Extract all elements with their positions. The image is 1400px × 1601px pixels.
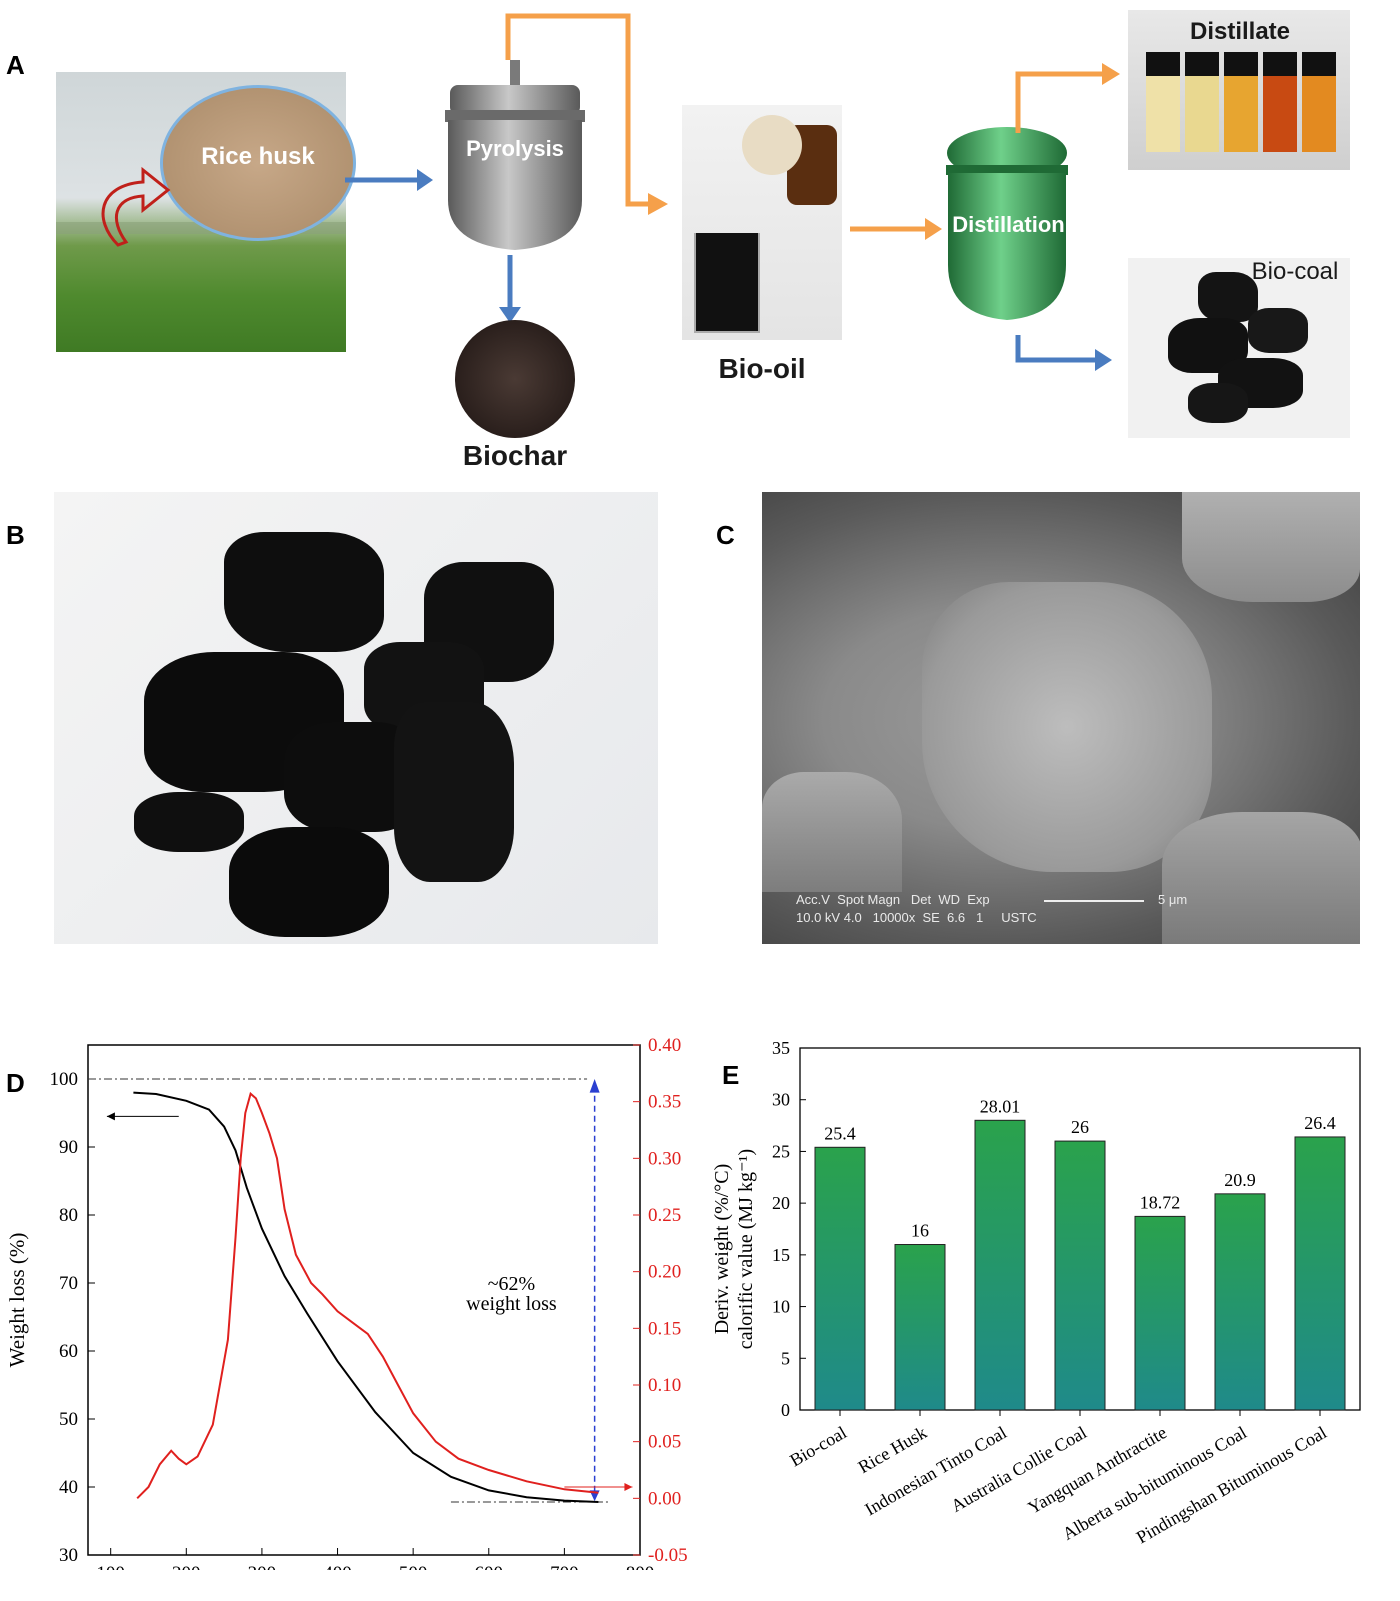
biochar-label: Biochar bbox=[462, 440, 568, 471]
distillate-label: Distillate bbox=[1189, 18, 1291, 45]
arrow-to-bio-oil bbox=[505, 13, 668, 215]
bio-oil-label: Bio-oil bbox=[718, 353, 806, 384]
bar-category-label: Bio-coal bbox=[786, 1422, 850, 1470]
deriv-weight-axis-label: Deriv. weight (%/°C) bbox=[711, 1164, 733, 1335]
y-right-tick-label: 0.00 bbox=[648, 1488, 681, 1509]
bar-y-tick-label: 15 bbox=[772, 1245, 790, 1265]
bar-y-tick-label: 0 bbox=[781, 1400, 790, 1420]
bar bbox=[974, 1119, 1026, 1411]
y-left-tick-label: 70 bbox=[59, 1273, 78, 1294]
derivative-weight-curve bbox=[136, 1091, 599, 1500]
rice-husk-circle: Rice husk bbox=[160, 85, 356, 241]
x-tick-label: 700 bbox=[550, 1563, 579, 1570]
arrow-to-pyrolysis bbox=[345, 169, 433, 191]
bar-category-label: Yangquan Anthractite bbox=[1024, 1422, 1170, 1518]
bio-coal-label: Bio-coal bbox=[1251, 258, 1339, 285]
bar-y-tick-label: 35 bbox=[772, 1038, 790, 1058]
x-tick-label: 600 bbox=[475, 1563, 504, 1570]
y-right-tick-label: 0.25 bbox=[648, 1205, 681, 1226]
panel-label-b: B bbox=[6, 520, 25, 550]
bar-y-tick-label: 5 bbox=[781, 1348, 790, 1368]
y-left-axis-label: Weight loss (%) bbox=[5, 1233, 29, 1368]
bar bbox=[1134, 1215, 1186, 1411]
annotation-line1: ~62% bbox=[488, 1273, 535, 1295]
weight-loss-curve bbox=[133, 1091, 599, 1503]
y-right-tick-label: 0.05 bbox=[648, 1432, 681, 1453]
distillation-label: Distillation bbox=[952, 212, 1065, 237]
y-left-tick-label: 50 bbox=[59, 1409, 78, 1430]
bar bbox=[1294, 1136, 1346, 1411]
bar-y-tick-label: 25 bbox=[772, 1141, 790, 1161]
sem-scale-bar bbox=[1044, 900, 1144, 902]
pyrolysis-reactor bbox=[445, 60, 585, 250]
y-left-tick-label: 60 bbox=[59, 1341, 78, 1362]
bar-category-label: Indonesian Tinto Coal bbox=[861, 1422, 1010, 1519]
panel-label-c: C bbox=[716, 520, 735, 550]
bio-coal-photo bbox=[1128, 258, 1350, 438]
y-left-tick-label: 80 bbox=[59, 1205, 78, 1226]
panel-label-a: A bbox=[6, 50, 25, 80]
plot-frame bbox=[87, 1044, 641, 1556]
y-right-tick-label: 0.20 bbox=[648, 1262, 681, 1283]
y-right-tick-label: 0.30 bbox=[648, 1148, 681, 1169]
bar-value-label: 20.9 bbox=[1224, 1170, 1256, 1190]
annotation-line2: weight loss bbox=[466, 1293, 557, 1315]
arrow-to-biochar bbox=[499, 255, 521, 323]
bar-y-tick-label: 20 bbox=[772, 1193, 790, 1213]
calorific-bar-chart: 0 5 10 15 20 25 30 35 Deriv. weight (%/°C) calori… bbox=[711, 1038, 1361, 1547]
y-left-tick-label: 40 bbox=[59, 1477, 78, 1498]
x-tick-label: 800 bbox=[626, 1563, 655, 1570]
bar-value-label: 28.01 bbox=[980, 1096, 1021, 1116]
y-right-tick-label: 0.40 bbox=[648, 1035, 681, 1056]
bar-value-label: 26.4 bbox=[1304, 1113, 1336, 1133]
panel-label-e: E bbox=[722, 1060, 740, 1090]
x-tick-label: 200 bbox=[172, 1563, 201, 1570]
bar bbox=[1054, 1140, 1106, 1411]
bar bbox=[814, 1146, 866, 1411]
y-right-tick-label: 0.15 bbox=[648, 1318, 681, 1339]
left-axis-indicator-head bbox=[106, 1112, 115, 1121]
right-axis-indicator-head bbox=[624, 1483, 633, 1491]
bar-value-label: 26 bbox=[1071, 1117, 1089, 1137]
red-curved-arrow-icon bbox=[101, 166, 171, 247]
distillate-photo bbox=[1128, 10, 1350, 170]
tga-chart: 100 200 300 400 500 600 700 800 30 40 50 60 70 80 90 10… bbox=[5, 1035, 688, 1570]
x-tick-label: 300 bbox=[248, 1563, 277, 1570]
y-left-tick-label: 100 bbox=[50, 1069, 79, 1090]
bio-oil-photo bbox=[682, 105, 842, 340]
sem-scale-label: 5 μm bbox=[1158, 892, 1188, 907]
bar-value-label: 16 bbox=[911, 1221, 929, 1241]
x-tick-label: 100 bbox=[96, 1563, 125, 1570]
y-left-tick-label: 30 bbox=[59, 1545, 78, 1566]
rice-husk-label: Rice husk bbox=[201, 143, 315, 170]
weight-loss-arrowhead-top bbox=[589, 1079, 600, 1093]
y-right-tick-label: 0.10 bbox=[648, 1375, 681, 1396]
sem-image: Acc.V Spot Magn Det WD Exp 10.0 kV 4.0 1… bbox=[762, 492, 1360, 944]
y-left-tick-label: 90 bbox=[59, 1137, 78, 1158]
sem-info-values: 10.0 kV 4.0 10000x SE 6.6 1 USTC bbox=[796, 910, 1037, 925]
y-right-tick-label: -0.05 bbox=[648, 1545, 688, 1566]
arrow-to-bio-coal bbox=[1015, 335, 1112, 371]
pyrolysis-label: Pyrolysis bbox=[466, 136, 564, 161]
panel-label-d: D bbox=[6, 1068, 25, 1098]
x-tick-label: 500 bbox=[399, 1563, 428, 1570]
distillation-reactor bbox=[946, 127, 1068, 320]
calorific-axis-label: calorific value (MJ kg⁻¹) bbox=[735, 1149, 757, 1349]
bar bbox=[1214, 1193, 1266, 1411]
biochar-powder bbox=[455, 320, 575, 438]
bar-y-tick-label: 10 bbox=[772, 1297, 790, 1317]
bar-value-label: 25.4 bbox=[824, 1123, 856, 1143]
bar-category-label: Australia Collie Coal bbox=[948, 1422, 1090, 1516]
sem-info-header: Acc.V Spot Magn Det WD Exp bbox=[796, 892, 990, 907]
y-right-tick-label: 0.35 bbox=[648, 1092, 681, 1113]
arrow-to-distillate bbox=[1015, 63, 1120, 133]
bar-value-label: 18.72 bbox=[1140, 1192, 1181, 1212]
arrow-to-distillation bbox=[850, 218, 942, 240]
bar bbox=[894, 1244, 946, 1411]
x-tick-label: 400 bbox=[323, 1563, 352, 1570]
bio-coal-lumps-photo bbox=[54, 492, 658, 944]
bar-y-tick-label: 30 bbox=[772, 1090, 790, 1110]
